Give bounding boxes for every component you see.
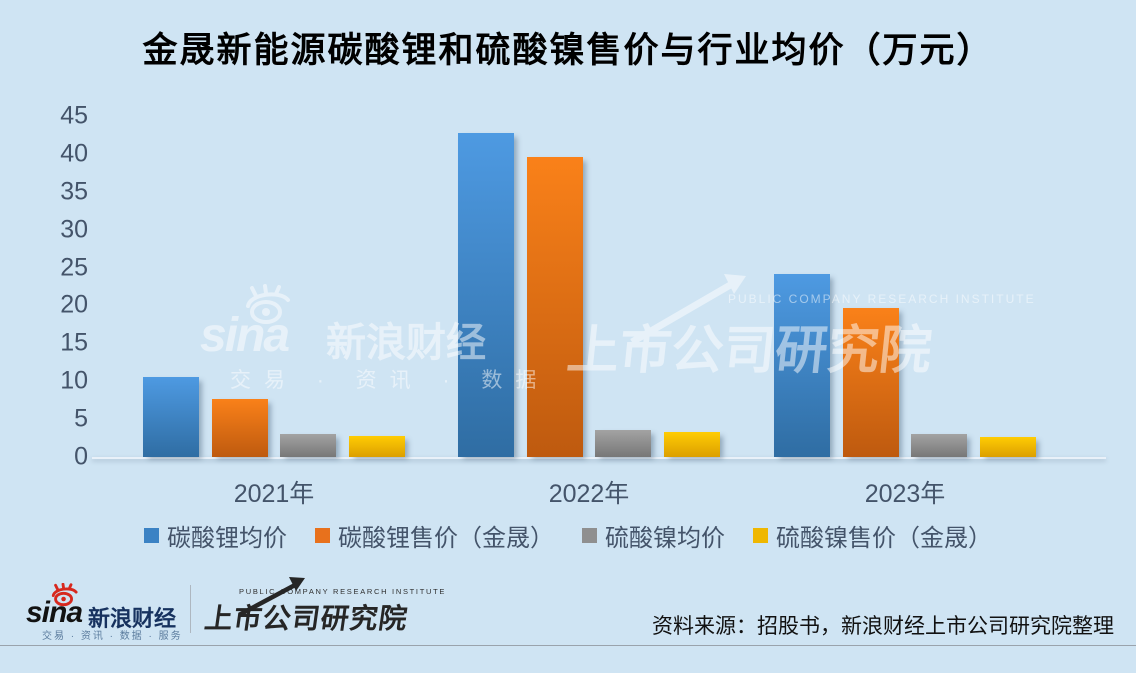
- bar-series2-2022年: [595, 430, 652, 457]
- sina-finance-logo: sina 新浪财经 交易 · 资讯 · 数据 · 服务: [26, 583, 181, 642]
- x-axis-label-2021年: 2021年: [233, 480, 315, 508]
- y-axis-tick-40: 40: [60, 139, 88, 168]
- legend-label-series1: 碳酸锂售价（金晟）: [338, 525, 554, 552]
- bar-series0-2021年: [143, 376, 199, 457]
- x-axis-baseline: [92, 457, 1106, 459]
- y-axis-tick-10: 10: [60, 366, 88, 395]
- y-axis-tick-20: 20: [60, 290, 88, 319]
- data-source-note: 资料来源：招股书，新浪财经上市公司研究院整理: [652, 615, 1114, 638]
- legend-item-series3: 硫酸镍售价（金晟）: [753, 518, 992, 553]
- chart-legend: 碳酸锂均价 碳酸锂售价（金晟） 硫酸镍均价 硫酸镍售价（金晟）: [0, 518, 1136, 553]
- sina-eye-icon: [246, 284, 290, 324]
- y-axis-tick-25: 25: [60, 253, 88, 282]
- legend-label-series3: 硫酸镍售价（金晟）: [776, 525, 992, 552]
- footer-rule: [0, 645, 1136, 646]
- legend-swatch-series0: [144, 528, 159, 543]
- legend-label-series0: 碳酸锂均价: [167, 525, 287, 552]
- y-axis-tick-15: 15: [60, 328, 88, 357]
- sina-finance-name: 新浪财经: [88, 606, 177, 631]
- institute-name: 上市公司研究院: [202, 603, 410, 634]
- y-axis-tick-0: 0: [74, 442, 88, 471]
- bar-series1-2022年: [526, 156, 583, 457]
- legend-swatch-series3: [753, 528, 768, 543]
- legend-item-series1: 碳酸锂售价（金晟）: [315, 518, 554, 553]
- y-axis-tick-5: 5: [74, 404, 88, 433]
- sina-watermark-brand: sina: [200, 309, 290, 362]
- institute-watermark-arrow-icon: [630, 274, 746, 346]
- bar-series1-2021年: [211, 398, 268, 457]
- sina-brand-text: sina: [26, 596, 83, 629]
- bar-series0-2022年: [458, 133, 514, 457]
- bar-series3-2023年: [980, 436, 1037, 457]
- footer-logo-divider: [190, 585, 191, 633]
- legend-label-series2: 硫酸镍均价: [605, 525, 725, 552]
- bar-series0-2023年: [774, 274, 830, 457]
- x-axis-label-2023年: 2023年: [864, 480, 946, 508]
- chart-title: 金晟新能源碳酸锂和硫酸镍售价与行业均价（万元）: [142, 31, 994, 70]
- sina-tagline: 交易 · 资讯 · 数据 · 服务: [42, 631, 183, 642]
- x-axis-label-2022年: 2022年: [548, 480, 630, 508]
- footer: sina 新浪财经 交易 · 资讯 · 数据 · 服务 PUBLIC COMPA…: [26, 577, 447, 643]
- institute-caption: PUBLIC COMPANY RESEARCH INSTITUTE: [239, 587, 447, 596]
- bar-series2-2023年: [911, 434, 968, 457]
- legend-item-series2: 硫酸镍均价: [582, 518, 725, 553]
- y-axis-tick-45: 45: [60, 101, 88, 130]
- bar-series3-2021年: [349, 435, 406, 457]
- bar-series3-2022年: [664, 431, 721, 457]
- legend-swatch-series2: [582, 528, 597, 543]
- legend-swatch-series1: [315, 528, 330, 543]
- institute-logo: PUBLIC COMPANY RESEARCH INSTITUTE 上市公司研究…: [202, 577, 447, 643]
- legend-item-series0: 碳酸锂均价: [144, 518, 287, 553]
- bar-series1-2023年: [842, 308, 899, 457]
- bar-series2-2021年: [280, 433, 337, 457]
- y-axis-tick-35: 35: [60, 177, 88, 206]
- institute-arrow-icon: [237, 577, 305, 617]
- sina-eye-icon: [51, 583, 78, 607]
- y-axis-tick-30: 30: [60, 215, 88, 244]
